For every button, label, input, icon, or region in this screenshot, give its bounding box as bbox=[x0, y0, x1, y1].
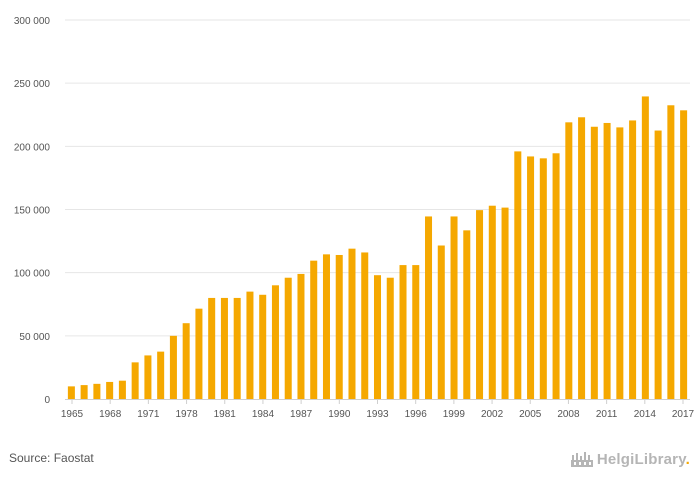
bar-1968 bbox=[106, 381, 114, 399]
source-note: Source: Faostat bbox=[9, 451, 94, 465]
bar-1991 bbox=[399, 265, 407, 399]
bar-2013 bbox=[680, 110, 688, 399]
bar-2003 bbox=[552, 153, 560, 399]
bar-1998 bbox=[488, 205, 496, 399]
bar-1984 bbox=[310, 260, 318, 399]
x-tick-label: 1968 bbox=[99, 409, 122, 420]
bar-1972 bbox=[157, 351, 165, 399]
bar-1978 bbox=[233, 297, 241, 399]
bar-1981 bbox=[271, 285, 279, 399]
bar-1994 bbox=[437, 245, 445, 399]
y-tick-label: 150 000 bbox=[14, 206, 51, 217]
bar-2005 bbox=[578, 117, 586, 399]
bar-1973 bbox=[169, 335, 177, 399]
bar-2006 bbox=[590, 126, 598, 400]
bar-1965 bbox=[67, 386, 75, 399]
x-tick-label: 1993 bbox=[366, 409, 389, 420]
bar-2007 bbox=[603, 122, 611, 399]
bar-1975 bbox=[195, 308, 203, 399]
bar-2010 bbox=[641, 96, 649, 399]
y-tick-label: 250 000 bbox=[14, 79, 51, 90]
bar-1967 bbox=[93, 383, 101, 399]
bar-1982 bbox=[284, 277, 292, 399]
bar-1977 bbox=[220, 297, 228, 399]
bar-1999 bbox=[501, 207, 509, 399]
bar-1987 bbox=[348, 248, 356, 399]
bar-2001 bbox=[527, 156, 535, 399]
bar-1969 bbox=[118, 380, 126, 399]
x-tick-label: 1987 bbox=[290, 409, 313, 420]
bar-2002 bbox=[539, 158, 547, 399]
bar-1988 bbox=[361, 252, 369, 399]
bar-2000 bbox=[514, 151, 522, 399]
x-tick-label: 2017 bbox=[672, 409, 695, 420]
bar-1992 bbox=[412, 265, 420, 399]
y-tick-label: 300 000 bbox=[14, 16, 51, 27]
bar-1985 bbox=[322, 254, 330, 399]
bar-2008 bbox=[616, 127, 624, 399]
x-tick-label: 2005 bbox=[519, 409, 542, 420]
x-tick-label: 1971 bbox=[137, 409, 160, 420]
x-tick-label: 1984 bbox=[252, 409, 275, 420]
x-axis: 1965 1968 1971 1978 1981 1984 1987 1990 1993 1996… bbox=[61, 399, 695, 420]
bar-1974 bbox=[182, 323, 190, 399]
y-axis-labels: 0 50 000 100 000 150 000 200 000 250 000 300 0… bbox=[14, 16, 51, 406]
x-tick-label: 1996 bbox=[405, 409, 428, 420]
bar-1966 bbox=[80, 385, 88, 399]
bars bbox=[67, 96, 688, 400]
bar-1989 bbox=[373, 275, 382, 399]
factory-skyline-icon bbox=[570, 450, 594, 468]
x-tick-label: 2002 bbox=[481, 409, 504, 420]
bar-2004 bbox=[565, 122, 573, 399]
gridlines bbox=[65, 19, 690, 337]
y-tick-label: 0 bbox=[44, 395, 50, 406]
bar-1983 bbox=[297, 273, 305, 399]
y-tick-label: 50 000 bbox=[19, 332, 50, 343]
x-tick-label: 1965 bbox=[61, 409, 84, 420]
bar-1979 bbox=[246, 291, 254, 399]
bar-1996 bbox=[463, 230, 471, 399]
brand-logo[interactable]: HelgiLibrary. bbox=[570, 444, 690, 474]
bar-2009 bbox=[629, 120, 637, 399]
bar-2011 bbox=[654, 130, 662, 399]
bar-1997 bbox=[476, 210, 484, 399]
bar-1990 bbox=[386, 277, 394, 399]
bar-1970 bbox=[131, 362, 139, 399]
x-tick-label: 2014 bbox=[634, 409, 657, 420]
bar-1976 bbox=[208, 297, 216, 399]
y-tick-label: 200 000 bbox=[14, 142, 51, 153]
brand-dot: . bbox=[685, 450, 690, 468]
bar-1971 bbox=[144, 355, 152, 399]
bar-1986 bbox=[335, 254, 343, 399]
x-tick-label: 1978 bbox=[175, 409, 198, 420]
x-tick-label: 2011 bbox=[596, 409, 618, 420]
x-tick-label: 1981 bbox=[214, 409, 237, 420]
brand-name: HelgiLibrary. bbox=[596, 450, 690, 468]
bar-1980 bbox=[259, 294, 267, 399]
bar-1993 bbox=[425, 216, 433, 399]
x-tick-label: 1990 bbox=[328, 409, 351, 420]
bar-chart: 0 50 000 100 000 150 000 200 000 250 000 300 0… bbox=[14, 16, 695, 420]
bar-1995 bbox=[450, 216, 458, 399]
x-tick-label: 1999 bbox=[443, 409, 466, 420]
x-tick-label: 2008 bbox=[557, 409, 580, 420]
bar-2012 bbox=[667, 105, 675, 400]
y-tick-label: 100 000 bbox=[14, 269, 51, 280]
